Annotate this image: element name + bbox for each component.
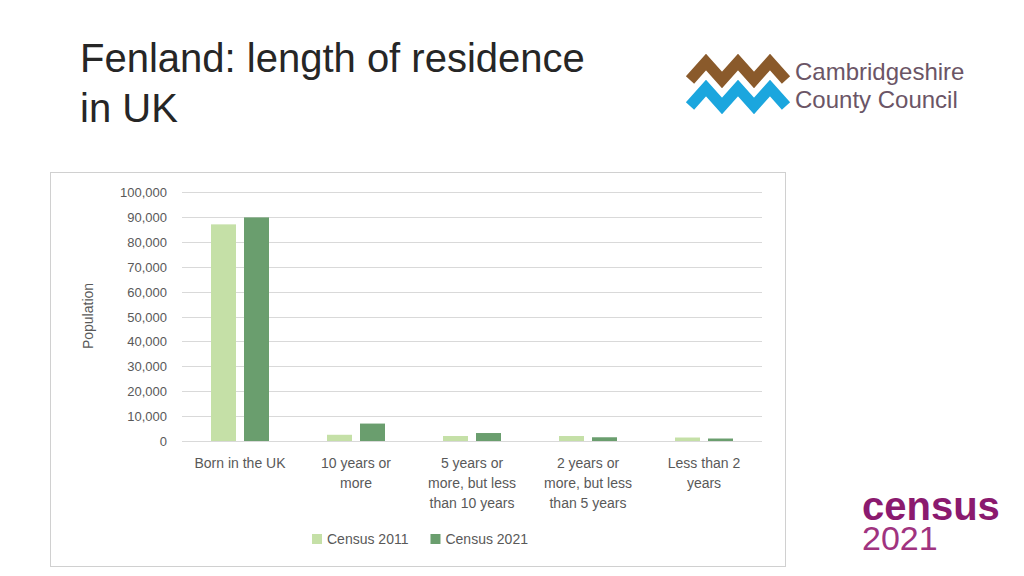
tick-label: 60,000 [127, 285, 167, 300]
text-line: 5 years or [441, 455, 504, 471]
council-logo [690, 62, 786, 106]
text-line: Cambridgeshire [795, 58, 964, 85]
bar [675, 438, 700, 441]
logo-wave [690, 62, 786, 80]
text-line: 2 years or [557, 455, 620, 471]
category-label: 2 years or more, but less than 5 years [544, 455, 632, 511]
legend-swatch [312, 534, 322, 544]
tick-label: 20,000 [127, 384, 167, 399]
tick-label: 90,000 [127, 210, 167, 225]
text-line: than 10 years [430, 495, 515, 511]
bar [360, 424, 385, 441]
bar [559, 436, 584, 441]
axis-label: Population [80, 283, 96, 349]
bar [327, 435, 352, 441]
text-line: County Council [795, 86, 958, 113]
slide: Fenland: length of residence in UK Cambrid… [0, 0, 1024, 576]
tick-label: 40,000 [127, 334, 167, 349]
bar [211, 224, 236, 441]
logo-text: Cambridgeshire [795, 58, 964, 85]
text-line: more, but less [428, 475, 516, 491]
background [0, 0, 1024, 576]
badge-text: 2021 [862, 519, 938, 557]
category-label: 5 years or more, but less than 10 years [428, 455, 516, 511]
text-line: Born in the UK [194, 455, 286, 471]
tick-label: 70,000 [127, 260, 167, 275]
bar [592, 437, 617, 441]
legend-swatch [430, 534, 440, 544]
legend-label: Census 2011 [327, 531, 409, 547]
tick-label: 0 [160, 434, 167, 449]
logo-wave [690, 88, 786, 106]
text-line: Less than 2 [668, 455, 741, 471]
bar [708, 439, 733, 441]
tick-label: 30,000 [127, 359, 167, 374]
text-line: more [340, 475, 372, 491]
grid-line [182, 192, 762, 193]
category-label: 10 years or more [321, 455, 391, 491]
bar [443, 436, 468, 441]
tick-label: 50,000 [127, 310, 167, 325]
category-label: Born in the UK [194, 455, 286, 471]
text-line: more, but less [544, 475, 632, 491]
title: Fenland: length of residence in UK [80, 36, 585, 130]
category-label: Less than 2 years [668, 455, 741, 491]
text-line: 10 years or [321, 455, 391, 471]
text-line: in UK [80, 86, 178, 130]
bar [244, 217, 269, 441]
tick-label: 80,000 [127, 235, 167, 250]
text-line: years [687, 475, 721, 491]
text-line: Fenland: length of residence [80, 36, 585, 80]
bar [476, 433, 501, 441]
tick-label: 10,000 [127, 409, 167, 424]
chart-frame [51, 173, 786, 567]
grid-line [182, 441, 762, 442]
legend-label: Census 2021 [445, 531, 528, 547]
logo-text: County Council [795, 86, 958, 113]
bars [211, 217, 733, 441]
text-line: than 5 years [549, 495, 626, 511]
tick-label: 100,000 [120, 185, 167, 200]
